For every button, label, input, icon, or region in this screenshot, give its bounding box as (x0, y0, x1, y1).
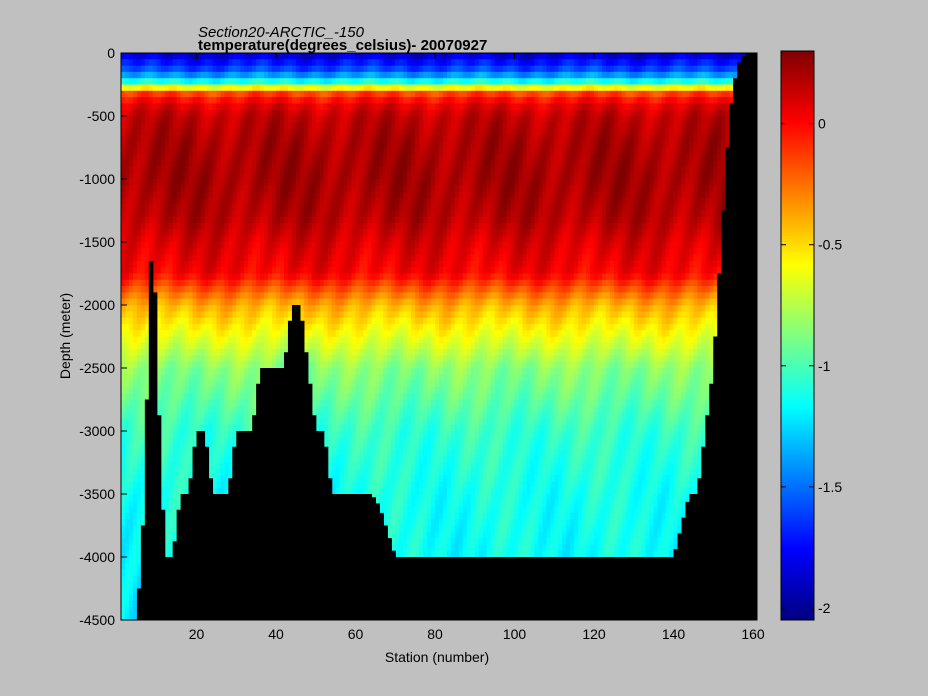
colorbar-ticks: 0 -0.5 -1 -1.5 -2 (781, 116, 842, 616)
colorbar-fill (781, 51, 814, 620)
x-tick-label: 140 (662, 626, 686, 642)
y-tick-label: -1500 (79, 234, 115, 250)
y-tick-label: -1000 (79, 171, 115, 187)
x-tick-label: 20 (189, 626, 205, 642)
y-tick-label: -2000 (79, 297, 115, 313)
x-tick-label: 80 (427, 626, 443, 642)
colorbar: 0 -0.5 -1 -1.5 -2 (780, 50, 842, 621)
y-tick-label: 0 (107, 45, 115, 61)
y-tick-label: -4000 (79, 549, 115, 565)
x-tick-label: 40 (268, 626, 284, 642)
y-tick-label: -3000 (79, 423, 115, 439)
colorbar-tick-label: -1.5 (818, 479, 842, 495)
x-axis-label: Station (number) (385, 649, 489, 665)
colorbar-tick-label: -1 (818, 358, 831, 374)
y-tick-label: -4500 (79, 612, 115, 628)
plot-frame (120, 52, 758, 621)
x-tick-label: 60 (348, 626, 364, 642)
colorbar-tick-label: 0 (818, 116, 826, 132)
x-tick-label: 120 (582, 626, 606, 642)
y-tick-label: -3500 (79, 486, 115, 502)
colorbar-tick-label: -0.5 (818, 237, 842, 253)
chart-title: Section20-ARCTIC_-150 (198, 24, 365, 41)
x-tick-label: 160 (741, 626, 765, 642)
seafloor-mask (136, 53, 757, 620)
y-axis-label: Depth (meter) (57, 293, 73, 379)
chart-subtitle: temperature(degrees_celsius)- 20070927 (198, 37, 487, 54)
colorbar-frame (780, 50, 815, 621)
y-tick-label: -500 (87, 108, 115, 124)
y-tick-label: -2500 (79, 360, 115, 376)
x-tick-label: 100 (503, 626, 527, 642)
y-axis: 0 -500 -1000 -1500 -2000 -2500 -3000 -3500 -4000… (79, 45, 757, 628)
x-axis: 20 40 60 80 100 120 140 160 (189, 53, 765, 642)
colorbar-tick-label: -2 (818, 600, 831, 616)
